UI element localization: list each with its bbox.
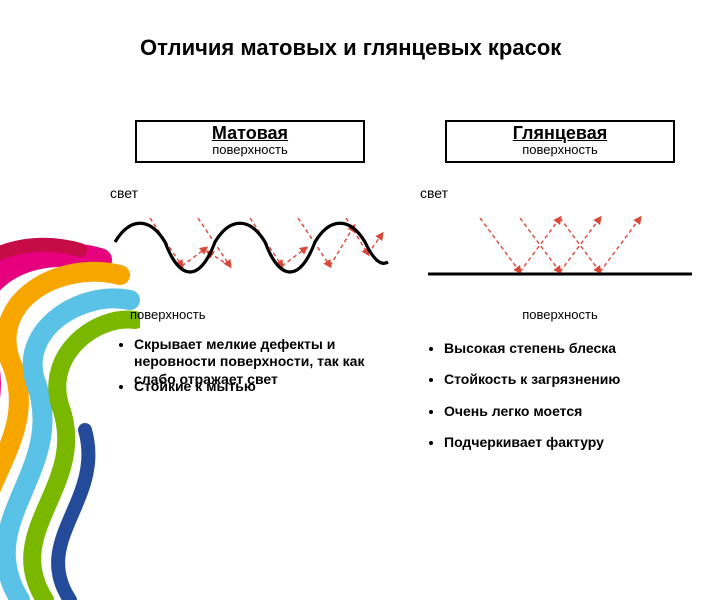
matte-column: Матовая поверхность свет поверхность Скр… <box>110 120 390 410</box>
gloss-bullet-3: Очень легко моется <box>444 403 700 421</box>
gloss-surface-label: поверхность <box>420 307 700 322</box>
page-title: Отличия матовых и глянцевых красок <box>140 34 580 62</box>
matte-subtitle: поверхность <box>137 143 363 157</box>
matte-light-label: свет <box>110 185 390 201</box>
matte-diagram <box>110 207 390 297</box>
gloss-subtitle: поверхность <box>447 143 673 157</box>
gloss-heading-box: Глянцевая поверхность <box>445 120 675 163</box>
gloss-light-label: свет <box>420 185 700 201</box>
matte-surface-label: поверхность <box>130 307 390 322</box>
gloss-column: Глянцевая поверхность свет поверхность В… <box>420 120 700 466</box>
gloss-bullet-2: Стойкость к загрязнению <box>444 371 700 389</box>
gloss-bullets: Высокая степень блеска Стойкость к загря… <box>420 340 700 452</box>
gloss-bullet-1: Высокая степень блеска <box>444 340 700 358</box>
gloss-bullet-4: Подчеркивает фактуру <box>444 434 700 452</box>
matte-type: Матовая <box>137 124 363 143</box>
matte-bullets: Скрывает мелкие дефекты и неровности пов… <box>110 336 390 396</box>
gloss-type: Глянцевая <box>447 124 673 143</box>
matte-heading-box: Матовая поверхность <box>135 120 365 163</box>
gloss-diagram <box>420 207 700 297</box>
